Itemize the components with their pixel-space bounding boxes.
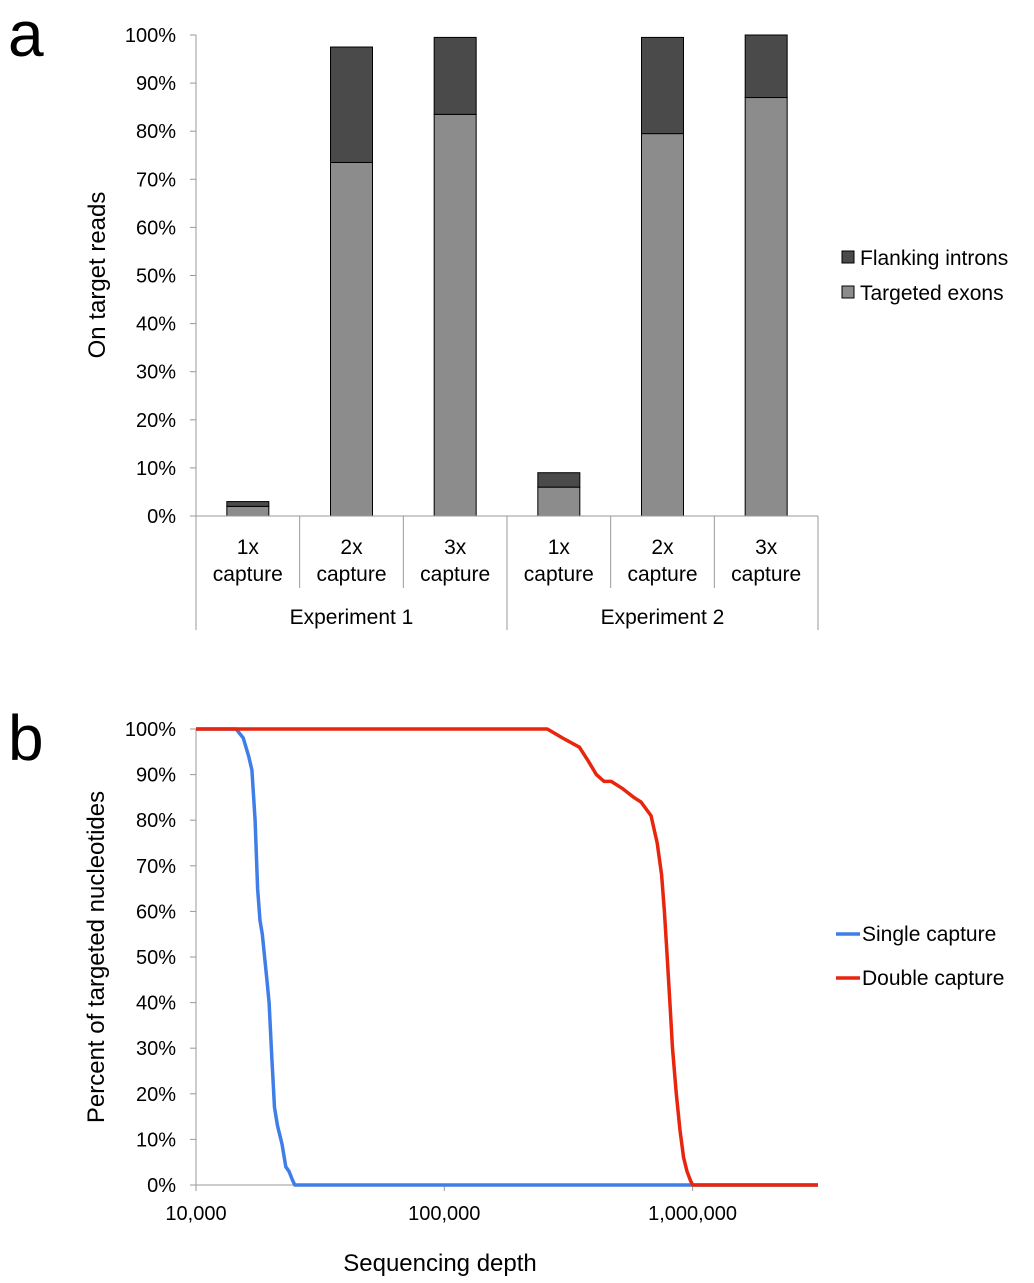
line-single-capture bbox=[196, 727, 818, 1187]
category-label-line1: 1x bbox=[548, 536, 571, 559]
y-tick-label: 50% bbox=[136, 266, 176, 288]
y-tick-label: 60% bbox=[136, 901, 176, 923]
legend-label: Single capture bbox=[862, 923, 996, 946]
y-tick-label: 20% bbox=[136, 1084, 176, 1106]
panel-a: a 0% 10% 20% 30% 40% 50% 60% 70% 80% 90% 100% 1x ca… bbox=[8, 0, 1008, 630]
bar-flanking-introns bbox=[433, 36, 477, 115]
bar-flanking-introns bbox=[537, 472, 581, 488]
panel-b: b 0% 10% 20% 30% 40% 50% 60% 70% 80% 90% 100% 10,0… bbox=[8, 702, 1004, 1277]
group-label: Experiment 2 bbox=[601, 606, 725, 629]
panel-a-y-axis-title: On target reads bbox=[84, 192, 111, 359]
y-tick-label: 90% bbox=[136, 73, 176, 95]
panel-b-x-axis-title: Sequencing depth bbox=[343, 1250, 537, 1277]
y-tick-label: 0% bbox=[147, 1175, 176, 1197]
y-tick-label: 80% bbox=[136, 121, 176, 143]
y-tick-label: 70% bbox=[136, 856, 176, 878]
bar-targeted-exons bbox=[537, 486, 581, 517]
y-tick-label: 50% bbox=[136, 947, 176, 969]
category-label-line1: 2x bbox=[340, 536, 363, 559]
bar-targeted-exons bbox=[226, 505, 270, 517]
panel-a-y-ticks: 0% 10% 20% 30% 40% 50% 60% 70% 80% 90% 100% bbox=[125, 25, 176, 528]
y-tick-label: 80% bbox=[136, 810, 176, 832]
panel-a-category-labels: 1x capture 2x capture 3x capture 1x capture 2x ca… bbox=[213, 536, 801, 629]
category-label-line1: 2x bbox=[651, 536, 674, 559]
panel-b-axes bbox=[190, 728, 818, 1191]
x-tick-label: 100,000 bbox=[408, 1203, 480, 1225]
panel-b-legend: Single capture Double capture bbox=[836, 923, 1004, 990]
legend-label: Flanking introns bbox=[860, 247, 1008, 270]
y-tick-label: 90% bbox=[136, 765, 176, 787]
y-tick-label: 100% bbox=[125, 25, 176, 47]
y-tick-label: 30% bbox=[136, 362, 176, 384]
y-tick-label: 20% bbox=[136, 410, 176, 432]
category-label-line2: capture bbox=[213, 563, 283, 586]
y-tick-label: 40% bbox=[136, 314, 176, 336]
legend-swatch bbox=[841, 250, 855, 264]
category-label-line2: capture bbox=[524, 563, 594, 586]
panel-a-letter: a bbox=[8, 0, 44, 70]
bar-targeted-exons bbox=[330, 161, 373, 517]
panel-a-axes bbox=[190, 34, 819, 630]
bar-flanking-introns bbox=[744, 34, 788, 99]
category-label-line1: 3x bbox=[755, 536, 778, 559]
y-tick-label: 10% bbox=[136, 1129, 176, 1151]
bar-targeted-exons bbox=[641, 133, 684, 517]
x-tick-label: 10,000 bbox=[165, 1203, 226, 1225]
category-label-line1: 3x bbox=[444, 536, 467, 559]
panel-a-legend: Flanking introns Targeted exons bbox=[841, 247, 1008, 305]
y-tick-label: 30% bbox=[136, 1038, 176, 1060]
legend-label: Double capture bbox=[862, 967, 1004, 990]
y-tick-label: 40% bbox=[136, 993, 176, 1015]
panel-b-x-ticks: 10,000 100,000 1,000,000 bbox=[165, 1203, 737, 1225]
bar-flanking-introns bbox=[641, 36, 684, 135]
panel-b-lines bbox=[196, 727, 818, 1187]
bar-targeted-exons bbox=[433, 113, 477, 517]
legend-swatch bbox=[841, 285, 855, 299]
line-double-capture bbox=[196, 727, 818, 1187]
bar-targeted-exons bbox=[744, 97, 788, 517]
x-tick-label: 1,000,000 bbox=[648, 1203, 737, 1225]
category-label-line2: capture bbox=[627, 563, 697, 586]
panel-b-y-ticks: 0% 10% 20% 30% 40% 50% 60% 70% 80% 90% 100% bbox=[125, 719, 176, 1197]
y-tick-label: 100% bbox=[125, 719, 176, 741]
bar-flanking-introns bbox=[226, 501, 270, 507]
panel-b-y-axis-title: Percent of targeted nucleotides bbox=[83, 791, 110, 1123]
category-label-line2: capture bbox=[731, 563, 801, 586]
y-tick-label: 70% bbox=[136, 169, 176, 191]
y-tick-label: 60% bbox=[136, 217, 176, 239]
category-label-line2: capture bbox=[316, 563, 386, 586]
category-label-line2: capture bbox=[420, 563, 490, 586]
group-label: Experiment 1 bbox=[290, 606, 414, 629]
panel-b-letter: b bbox=[8, 702, 44, 774]
bar-flanking-introns bbox=[330, 46, 373, 163]
panel-a-bars bbox=[226, 34, 788, 517]
legend-label: Targeted exons bbox=[860, 282, 1004, 305]
y-tick-label: 10% bbox=[136, 458, 176, 480]
y-tick-label: 0% bbox=[147, 506, 176, 528]
category-label-line1: 1x bbox=[237, 536, 260, 559]
